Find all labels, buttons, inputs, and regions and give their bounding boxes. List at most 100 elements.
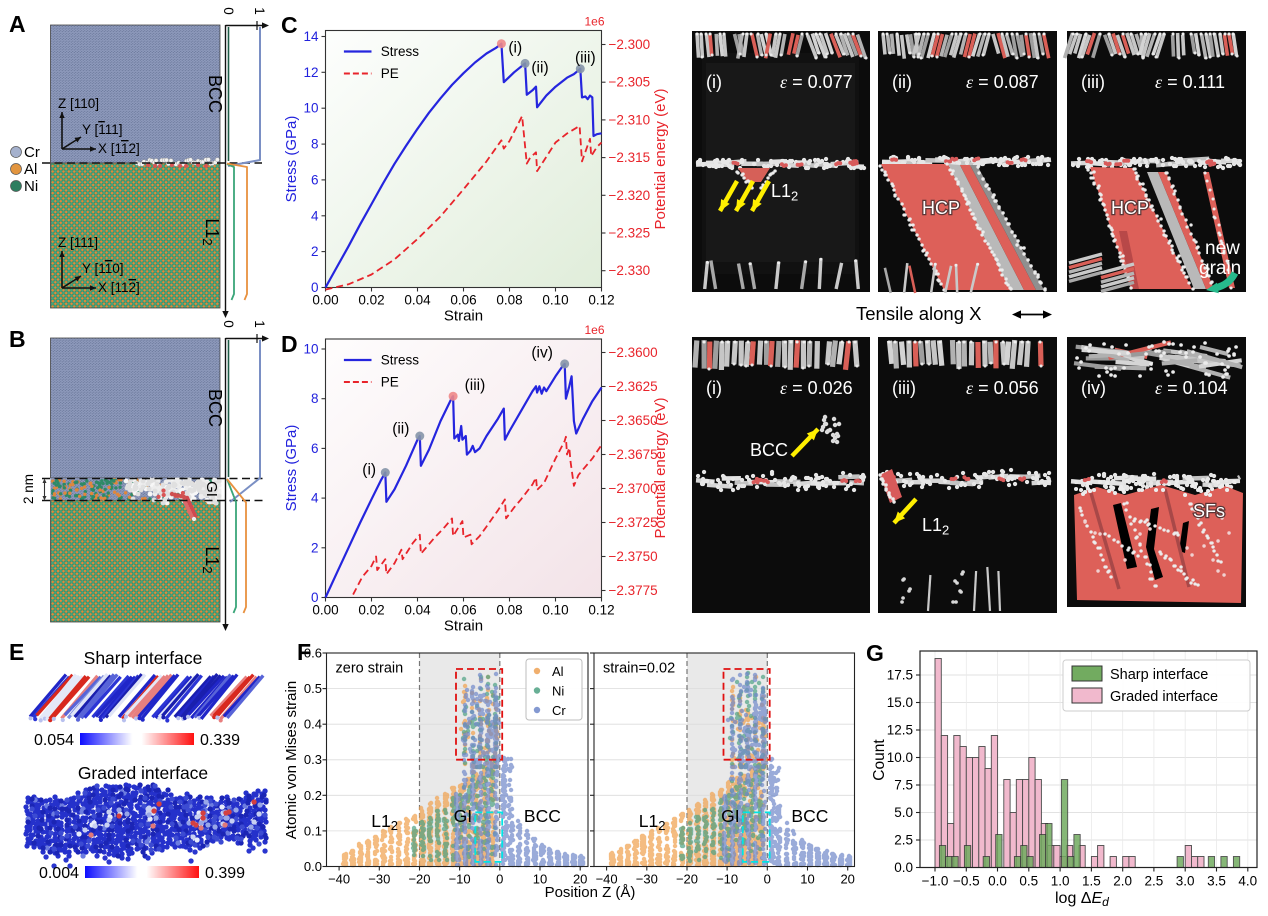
svg-text:(i): (i) (706, 378, 722, 398)
svg-text:0.08: 0.08 (496, 603, 522, 618)
svg-text:−2.315: −2.315 (609, 150, 651, 165)
svg-text:0.10: 0.10 (542, 293, 568, 308)
svg-text:7.5: 7.5 (894, 778, 913, 793)
svg-text:10: 10 (303, 101, 318, 116)
svg-text:(ii): (ii) (531, 59, 548, 76)
svg-text:new: new (1205, 238, 1240, 259)
svg-text:−2.3700: −2.3700 (609, 481, 658, 496)
svg-text:14: 14 (303, 29, 319, 44)
svg-text:Graded interface: Graded interface (1110, 689, 1218, 705)
svg-text:0: 0 (311, 590, 319, 605)
svg-text:0.399: 0.399 (205, 865, 245, 882)
svg-text:1.5: 1.5 (1082, 874, 1101, 889)
svg-text:0.04: 0.04 (404, 293, 431, 308)
svg-text:Potential energy (eV): Potential energy (eV) (652, 398, 669, 539)
svg-text:HCP: HCP (1111, 198, 1149, 218)
svg-text:(iv): (iv) (1081, 378, 1106, 398)
svg-text:Position Z (Å): Position Z (Å) (545, 884, 636, 901)
svg-text:(i): (i) (362, 462, 376, 479)
svg-text:−2.305: −2.305 (609, 75, 651, 90)
svg-text:3.0: 3.0 (1176, 874, 1195, 889)
svg-text:0.02: 0.02 (358, 603, 384, 618)
svg-text:0.10: 0.10 (542, 603, 568, 618)
svg-text:PE: PE (381, 66, 399, 81)
svg-text:0.0: 0.0 (894, 860, 913, 875)
svg-text:0.004: 0.004 (39, 865, 79, 882)
svg-text:−2.300: −2.300 (609, 37, 651, 52)
svg-text:10: 10 (800, 872, 814, 887)
svg-text:1.0: 1.0 (1051, 874, 1070, 889)
svg-text:0.06: 0.06 (450, 603, 476, 618)
svg-text:ε = 0.087: ε = 0.087 (966, 72, 1039, 92)
svg-text:0.2: 0.2 (304, 788, 322, 803)
svg-text:GI: GI (454, 806, 472, 826)
svg-text:Stress (GPa): Stress (GPa) (283, 425, 300, 512)
svg-text:Count: Count (871, 739, 888, 781)
svg-text:3.5: 3.5 (1207, 874, 1226, 889)
svg-text:BCC: BCC (205, 75, 225, 113)
svg-text:0.12: 0.12 (588, 293, 614, 308)
svg-text:−30: −30 (636, 872, 658, 887)
svg-text:L12: L12 (639, 811, 666, 833)
svg-text:GI: GI (203, 481, 220, 497)
svg-text:17.5: 17.5 (887, 668, 913, 683)
svg-text:−2.3750: −2.3750 (609, 549, 658, 564)
svg-text:(iii): (iii) (465, 377, 486, 394)
svg-text:Strain: Strain (444, 308, 483, 325)
svg-text:10: 10 (303, 342, 318, 357)
svg-text:8: 8 (311, 137, 319, 152)
svg-text:Cr: Cr (552, 703, 566, 718)
svg-text:(iii): (iii) (1081, 72, 1105, 92)
svg-text:ε = 0.104: ε = 0.104 (1155, 378, 1228, 398)
svg-text:2: 2 (311, 244, 319, 259)
svg-text:15.0: 15.0 (887, 695, 913, 710)
svg-text:X [112]: X [112] (98, 280, 140, 295)
svg-text:Ni: Ni (552, 684, 564, 699)
svg-text:−40: −40 (328, 872, 350, 887)
svg-text:−0.5: −0.5 (953, 874, 980, 889)
svg-text:(ii): (ii) (892, 72, 912, 92)
svg-text:Stress: Stress (381, 44, 420, 59)
svg-text:2: 2 (311, 540, 319, 555)
svg-text:(ii): (ii) (392, 421, 409, 438)
svg-text:−2.330: −2.330 (609, 263, 651, 278)
svg-text:−2.310: −2.310 (609, 112, 651, 127)
svg-text:−2.3675: −2.3675 (609, 447, 658, 462)
svg-text:1: 1 (252, 7, 267, 15)
svg-text:−2.3600: −2.3600 (609, 345, 658, 360)
svg-text:G: G (866, 640, 884, 666)
svg-text:12: 12 (303, 65, 318, 80)
svg-text:0.054: 0.054 (34, 732, 74, 749)
svg-text:Cr: Cr (24, 144, 40, 161)
svg-text:0: 0 (311, 280, 319, 295)
svg-text:0.02: 0.02 (358, 293, 384, 308)
svg-text:−2.325: −2.325 (609, 226, 651, 241)
svg-text:0.06: 0.06 (450, 293, 476, 308)
svg-text:BCC: BCC (524, 806, 561, 826)
svg-text:E: E (9, 639, 24, 665)
svg-text:−10: −10 (449, 872, 471, 887)
svg-text:PE: PE (381, 375, 399, 390)
svg-text:A: A (9, 11, 26, 37)
svg-text:B: B (9, 326, 26, 352)
svg-text:0.1: 0.1 (304, 823, 322, 838)
svg-text:Stress (GPa): Stress (GPa) (283, 116, 300, 203)
svg-text:4: 4 (311, 491, 319, 506)
svg-text:−2.320: −2.320 (609, 188, 651, 203)
svg-text:X [112]: X [112] (98, 141, 140, 156)
svg-text:Stress: Stress (381, 353, 420, 368)
svg-text:SFs: SFs (1193, 501, 1225, 521)
svg-text:zero strain: zero strain (336, 661, 404, 677)
svg-text:1: 1 (252, 320, 267, 328)
svg-text:1e6: 1e6 (585, 15, 605, 29)
svg-text:strain=0.02: strain=0.02 (603, 661, 675, 677)
svg-text:Strain: Strain (444, 618, 483, 635)
svg-text:HCP: HCP (922, 198, 960, 218)
svg-text:0.04: 0.04 (404, 603, 431, 618)
svg-text:Al: Al (24, 161, 37, 178)
svg-text:C: C (281, 12, 298, 38)
svg-text:GI: GI (721, 806, 739, 826)
svg-text:(iv): (iv) (531, 345, 553, 362)
svg-text:−2.3775: −2.3775 (609, 583, 658, 598)
svg-text:−10: −10 (716, 872, 738, 887)
